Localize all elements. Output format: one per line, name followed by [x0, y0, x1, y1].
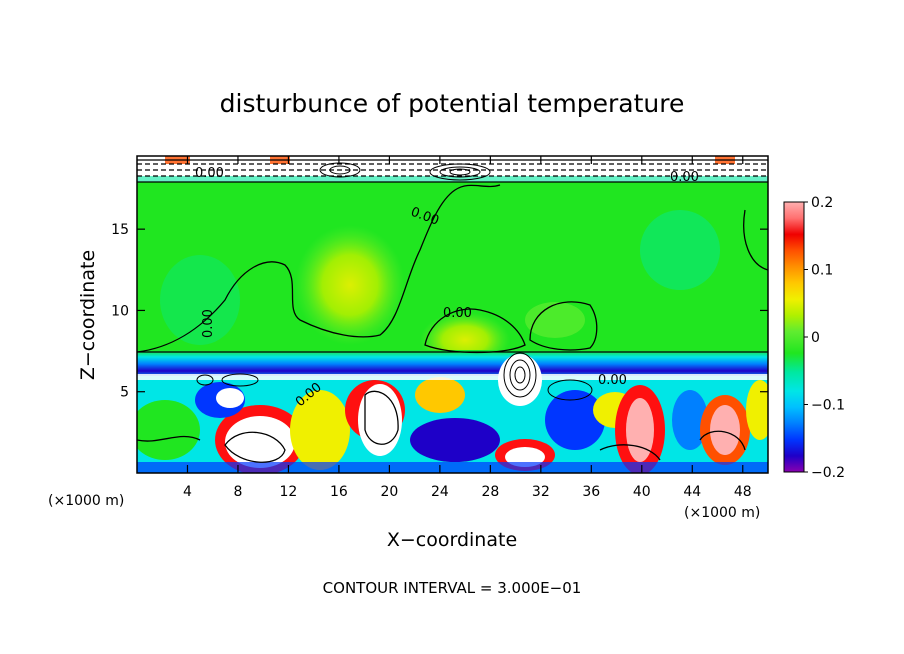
contour-interval-note: CONTOUR INTERVAL = 3.000E−01	[323, 579, 582, 597]
colorbar-tick-label: 0.2	[811, 195, 833, 211]
y-tick-label: 15	[111, 222, 129, 238]
colorbar-tick-label: −0.1	[811, 398, 845, 414]
y-axis: 5 10 15	[111, 222, 768, 401]
x-tick-label: 12	[280, 484, 298, 500]
x-tick-label: 4	[183, 484, 192, 500]
x-tick-label: 48	[734, 484, 752, 500]
contour-label: 0.00	[670, 170, 699, 185]
colorbar-ticks: 0.2 0.1 0 −0.1 −0.2	[804, 195, 845, 481]
colorbar: 0.2 0.1 0 −0.1 −0.2	[783, 195, 845, 481]
x-tick-label: 8	[233, 484, 242, 500]
plot-frame	[136, 155, 769, 474]
x-tick-label: 20	[380, 484, 398, 500]
y-tick-label: 5	[120, 385, 129, 401]
contour-clusters	[196, 162, 593, 401]
y-tick-label: 10	[111, 303, 129, 319]
y-axis-title: Z−coordinate	[77, 250, 99, 380]
chart-title: disturbunce of potential temperature	[220, 89, 685, 118]
heatmap-field	[137, 156, 768, 473]
x-tick-label: 36	[582, 484, 600, 500]
colorbar-gradient	[784, 202, 804, 472]
colorbar-tick-label: 0.1	[811, 263, 833, 279]
colorbar-tick-label: 0	[811, 330, 820, 346]
contour-label: 0.00	[598, 373, 627, 388]
x-tick-label: 32	[532, 484, 550, 500]
x-tick-label: 28	[481, 484, 499, 500]
x-axis: 4 8 12 16 20 24 28 32 36 40 44 48	[183, 156, 752, 500]
x-tick-label: 24	[431, 484, 449, 500]
contour-label: 0.00	[195, 166, 224, 181]
x-tick-label: 16	[330, 484, 348, 500]
x-axis-title: X−coordinate	[387, 529, 517, 551]
contour-label: 0.00	[443, 306, 472, 321]
x-tick-label: 40	[633, 484, 651, 500]
y-unit-label: (×1000 m)	[48, 493, 124, 509]
x-unit-label: (×1000 m)	[684, 505, 760, 521]
colorbar-tick-label: −0.2	[811, 465, 845, 481]
x-tick-label: 44	[683, 484, 701, 500]
contour-label: 0.00	[201, 309, 216, 338]
